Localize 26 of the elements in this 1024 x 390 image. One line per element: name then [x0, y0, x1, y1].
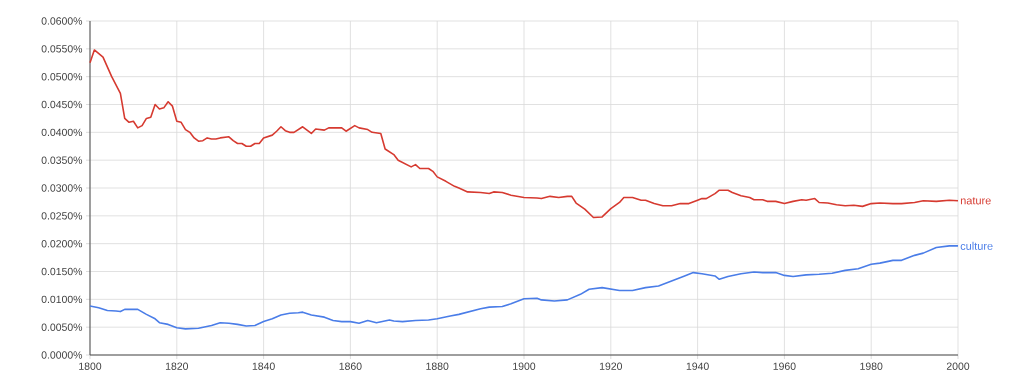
x-tick-label: 1820: [165, 362, 189, 370]
y-tick-label: 0.0000%: [41, 351, 83, 359]
x-tick-label: 1920: [599, 362, 623, 370]
y-tick-label: 0.0050%: [41, 323, 83, 331]
x-tick-label: 1860: [339, 362, 362, 370]
y-tick-label: 0.0600%: [41, 17, 83, 25]
y-tick-label: 0.0350%: [41, 156, 83, 164]
y-tick-label: 0.0300%: [41, 184, 83, 192]
x-tick-label: 1840: [252, 362, 275, 370]
x-tick-label: 1800: [79, 362, 102, 370]
y-tick-label: 0.0450%: [41, 100, 83, 109]
y-tick-label: 0.0550%: [41, 45, 83, 53]
x-tick-label: 1900: [513, 362, 536, 370]
x-tick-label: 1980: [860, 362, 883, 370]
x-tick-label: 1880: [426, 362, 449, 370]
y-tick-label: 0.0500%: [41, 72, 83, 81]
y-tick-label: 0.0400%: [41, 128, 83, 137]
x-tick-label: 1940: [686, 362, 709, 370]
y-tick-label: 0.0250%: [41, 212, 83, 220]
y-tick-label: 0.0200%: [41, 239, 83, 248]
x-tick-label: 2000: [946, 362, 970, 370]
y-tick-label: 0.0150%: [41, 267, 83, 276]
y-tick-label: 0.0100%: [41, 295, 83, 304]
x-tick-label: 1960: [773, 362, 796, 370]
series-label: culture: [960, 241, 993, 250]
series-label: nature: [960, 197, 991, 205]
